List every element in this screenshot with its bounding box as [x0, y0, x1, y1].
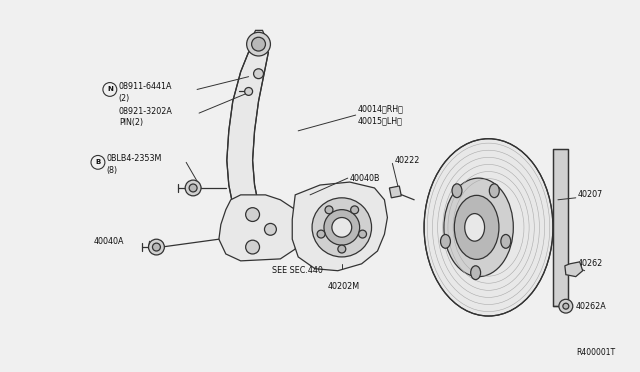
Polygon shape [292, 182, 387, 271]
Text: 40202M: 40202M [328, 282, 360, 291]
Polygon shape [248, 31, 268, 54]
Ellipse shape [490, 184, 499, 198]
Polygon shape [227, 52, 268, 219]
Circle shape [148, 239, 164, 255]
Circle shape [338, 245, 346, 253]
Text: SEE SEC.440: SEE SEC.440 [273, 266, 323, 275]
Ellipse shape [465, 214, 484, 241]
Text: (2): (2) [119, 94, 130, 103]
Circle shape [252, 37, 266, 51]
Circle shape [246, 32, 271, 56]
Circle shape [358, 230, 367, 238]
Text: PIN(2): PIN(2) [119, 118, 143, 128]
Text: 40207: 40207 [578, 190, 603, 199]
Polygon shape [389, 186, 401, 198]
Text: R400001T: R400001T [576, 348, 616, 357]
Circle shape [253, 69, 264, 78]
Circle shape [246, 240, 260, 254]
Text: 0BLB4-2353M: 0BLB4-2353M [107, 154, 163, 163]
Polygon shape [565, 262, 582, 277]
Circle shape [324, 210, 360, 245]
Text: ―: ― [560, 302, 568, 311]
Text: 08911-6441A: 08911-6441A [119, 82, 172, 91]
Ellipse shape [501, 234, 511, 248]
Circle shape [325, 206, 333, 214]
Text: 40040A: 40040A [94, 237, 124, 246]
Text: (8): (8) [107, 166, 118, 175]
Ellipse shape [440, 234, 451, 248]
Ellipse shape [452, 184, 462, 198]
Text: 40015〈LH〉: 40015〈LH〉 [358, 116, 403, 125]
Text: B: B [95, 159, 100, 166]
Polygon shape [219, 195, 298, 261]
Circle shape [189, 184, 197, 192]
Text: 08921-3202A: 08921-3202A [119, 107, 173, 116]
Polygon shape [553, 148, 568, 306]
Ellipse shape [454, 195, 499, 259]
Circle shape [332, 218, 352, 237]
Ellipse shape [470, 266, 481, 280]
Text: 40262A: 40262A [576, 302, 607, 311]
Circle shape [559, 299, 573, 313]
Text: 40014〈RH〉: 40014〈RH〉 [358, 105, 404, 114]
Circle shape [246, 208, 260, 221]
Circle shape [152, 243, 161, 251]
Ellipse shape [444, 178, 513, 277]
Circle shape [185, 180, 201, 196]
Ellipse shape [424, 139, 553, 316]
Circle shape [312, 198, 372, 257]
Text: 40222: 40222 [394, 156, 420, 165]
Text: N: N [107, 86, 113, 93]
Circle shape [351, 206, 358, 214]
Circle shape [317, 230, 325, 238]
Text: 40040B: 40040B [349, 174, 380, 183]
Text: 40262: 40262 [578, 259, 603, 268]
Circle shape [563, 303, 569, 309]
Circle shape [264, 224, 276, 235]
Circle shape [244, 87, 253, 95]
